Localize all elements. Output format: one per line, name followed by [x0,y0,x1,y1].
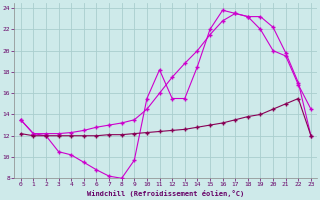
X-axis label: Windchill (Refroidissement éolien,°C): Windchill (Refroidissement éolien,°C) [87,190,244,197]
